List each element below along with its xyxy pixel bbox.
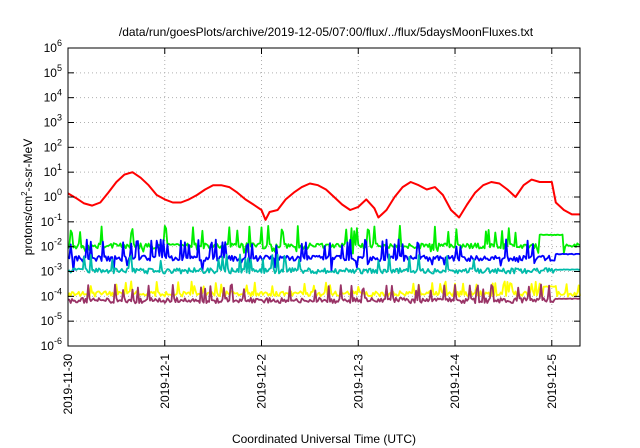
y-tick-label-base: 10 bbox=[44, 41, 58, 55]
y-tick-label: 101 bbox=[44, 162, 62, 179]
y-tick-label-base: 10 bbox=[44, 140, 58, 154]
x-tick-label: 2019-12-5 bbox=[545, 354, 559, 409]
y-tick-label-base: 10 bbox=[44, 165, 58, 179]
y-axis: 10-610-510-410-310-210-11001011021031041… bbox=[41, 38, 580, 353]
y-tick-label-base: 10 bbox=[41, 289, 55, 303]
y-axis-label-sup: 2 bbox=[20, 191, 29, 196]
y-tick-label-exp: 1 bbox=[57, 162, 62, 172]
y-tick-label-exp: -6 bbox=[54, 336, 62, 346]
y-tick-label: 106 bbox=[44, 38, 62, 55]
x-tick-label: 2019-12-4 bbox=[448, 354, 462, 409]
y-tick-label: 10-5 bbox=[41, 311, 62, 328]
y-tick-label: 10-3 bbox=[41, 262, 62, 279]
y-tick-label: 10-2 bbox=[41, 237, 62, 254]
y-tick-label: 100 bbox=[44, 187, 62, 204]
y-tick-label-base: 10 bbox=[44, 190, 58, 204]
series-line bbox=[67, 283, 581, 305]
y-tick-label-base: 10 bbox=[44, 66, 58, 80]
x-tick-label: 2019-12-3 bbox=[351, 354, 365, 409]
y-axis-label-suffix: -s-sr-MeV bbox=[21, 139, 35, 192]
y-tick-label-exp: 3 bbox=[57, 113, 62, 123]
y-tick-label-exp: -5 bbox=[54, 311, 62, 321]
x-tick-label: 2019-12-2 bbox=[255, 354, 269, 409]
y-tick-label-exp: -1 bbox=[54, 212, 62, 222]
y-axis-label-prefix: protons/cm bbox=[21, 196, 35, 255]
y-tick-label-exp: 6 bbox=[57, 38, 62, 48]
y-tick-label: 105 bbox=[44, 63, 62, 80]
y-tick-label-exp: -2 bbox=[54, 237, 62, 247]
x-tick-label: 2019-11-30 bbox=[61, 354, 75, 415]
y-tick-label-exp: 5 bbox=[57, 63, 62, 73]
y-tick-label: 10-1 bbox=[41, 212, 62, 229]
plot-area bbox=[67, 47, 581, 347]
y-tick-label-base: 10 bbox=[41, 314, 55, 328]
y-tick-label: 103 bbox=[44, 113, 62, 130]
y-tick-label-exp: 0 bbox=[57, 187, 62, 197]
series-group bbox=[67, 171, 581, 305]
y-tick-label-exp: -3 bbox=[54, 262, 62, 272]
y-axis-label: protons/cm2-s-sr-MeV bbox=[20, 139, 35, 255]
y-tick-label-base: 10 bbox=[44, 91, 58, 105]
x-axis: 2019-11-30 2019-12-1 2019-12-2 2019-12-3 201… bbox=[61, 48, 559, 415]
x-axis-label: Coordinated Universal Time (UTC) bbox=[232, 432, 416, 446]
y-tick-label-base: 10 bbox=[41, 265, 55, 279]
y-tick-label-exp: 2 bbox=[57, 137, 62, 147]
y-tick-label: 104 bbox=[44, 88, 62, 105]
y-tick-label-base: 10 bbox=[41, 215, 55, 229]
chart-title: /data/run/goesPlots/archive/2019-12-05/0… bbox=[119, 25, 534, 39]
y-tick-label: 10-4 bbox=[41, 286, 62, 303]
y-tick-label-base: 10 bbox=[41, 339, 55, 353]
y-tick-label-exp: 4 bbox=[57, 88, 62, 98]
y-tick-label: 10-6 bbox=[41, 336, 62, 353]
series-line bbox=[67, 171, 580, 221]
y-tick-label-base: 10 bbox=[44, 116, 58, 130]
series-line bbox=[67, 238, 581, 272]
y-tick-label: 102 bbox=[44, 137, 62, 154]
series-line bbox=[67, 280, 581, 298]
y-tick-label-exp: -4 bbox=[54, 286, 62, 296]
x-tick-label: 2019-12-1 bbox=[158, 354, 172, 409]
series-line bbox=[67, 253, 581, 275]
y-tick-label-base: 10 bbox=[41, 240, 55, 254]
